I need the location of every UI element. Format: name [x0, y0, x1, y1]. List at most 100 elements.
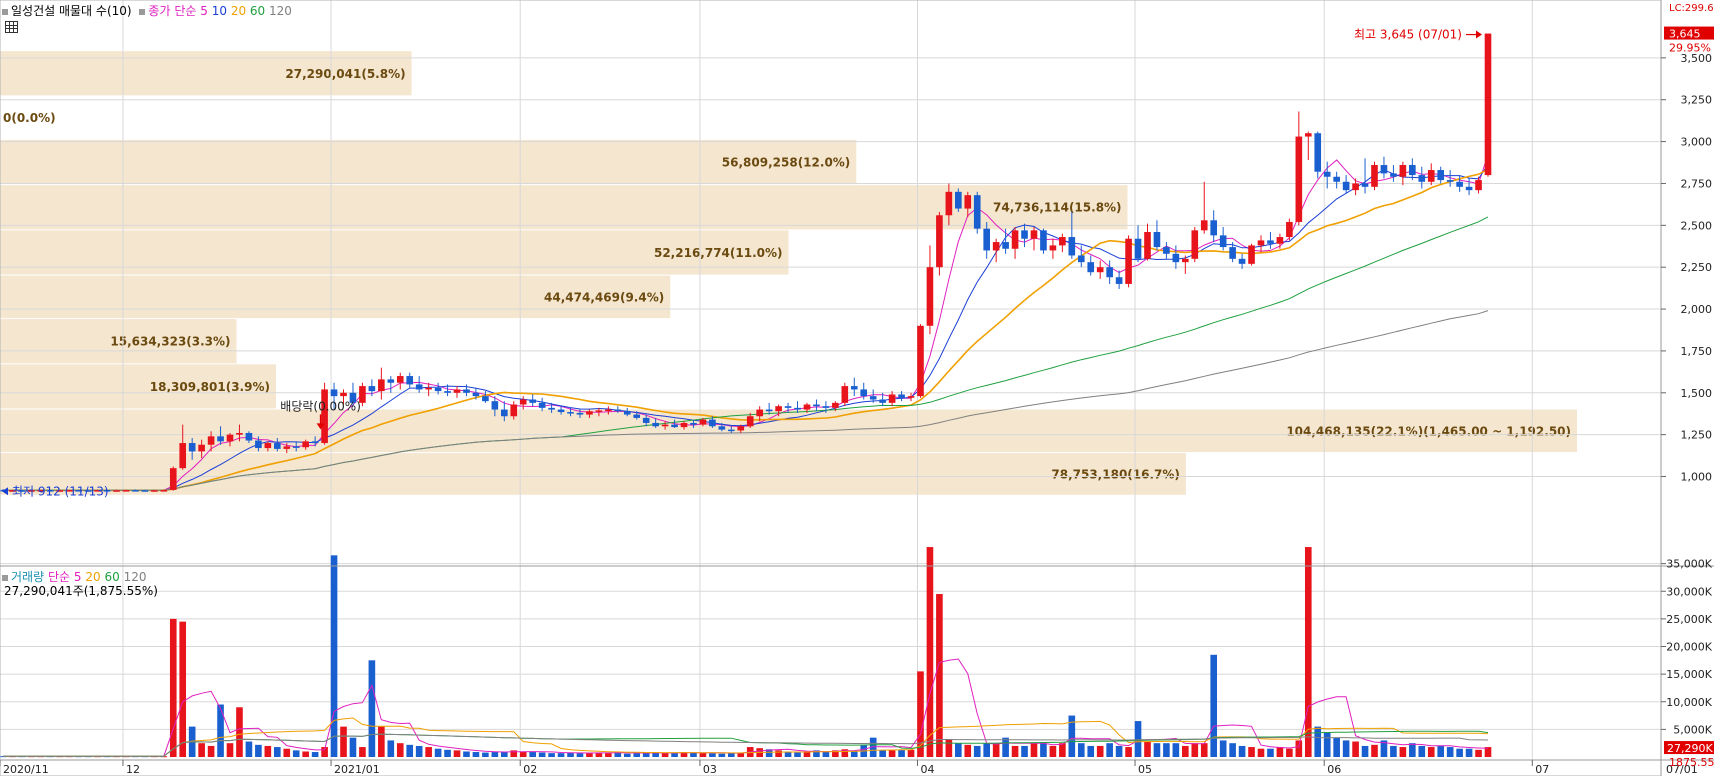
volume-bar[interactable] — [803, 752, 811, 757]
candle-body[interactable] — [832, 402, 839, 408]
volume-bar[interactable] — [633, 753, 641, 757]
candle-body[interactable] — [1465, 186, 1473, 191]
volume-bar[interactable] — [1333, 737, 1340, 757]
candle-body[interactable] — [898, 394, 905, 398]
candle-body[interactable] — [1030, 230, 1038, 239]
volume-bar[interactable] — [463, 751, 470, 757]
candle-body[interactable] — [491, 401, 499, 410]
grid-table-icon[interactable] — [5, 21, 18, 33]
candle-body[interactable] — [860, 389, 868, 397]
vol-ma-legend-60[interactable]: 60 — [104, 570, 120, 584]
volume-bar[interactable] — [671, 753, 678, 757]
candle-body[interactable] — [415, 384, 423, 390]
candle-body[interactable] — [1484, 33, 1492, 176]
candle-body[interactable] — [264, 443, 272, 449]
volume-bar[interactable] — [1446, 747, 1454, 757]
volume-bar[interactable] — [198, 743, 205, 757]
volume-bar[interactable] — [822, 751, 830, 757]
ma-legend-5[interactable]: 5 — [200, 4, 208, 18]
candle-body[interactable] — [160, 490, 168, 492]
volume-bar[interactable] — [434, 748, 442, 757]
volume-bar[interactable] — [1323, 732, 1331, 757]
candle-body[interactable] — [1125, 238, 1132, 284]
candle-body[interactable] — [169, 468, 177, 490]
candle-body[interactable] — [728, 429, 735, 432]
volume-bar[interactable] — [1106, 743, 1113, 757]
volume-bar[interactable] — [661, 753, 669, 757]
volume-bar[interactable] — [623, 753, 631, 757]
candle-body[interactable] — [642, 417, 650, 423]
volume-bar[interactable] — [1115, 745, 1123, 757]
candle-body[interactable] — [690, 422, 697, 425]
volume-bar[interactable] — [1011, 745, 1019, 757]
volume-bar[interactable] — [217, 704, 224, 757]
volume-bar[interactable] — [699, 752, 707, 757]
candle-body[interactable] — [1352, 183, 1359, 191]
volume-bar[interactable] — [245, 741, 253, 757]
candle-body[interactable] — [1106, 267, 1113, 278]
candle-body[interactable] — [1390, 173, 1397, 177]
volume-bar[interactable] — [321, 747, 328, 757]
volume-bar[interactable] — [775, 750, 782, 757]
volume-bar[interactable] — [737, 753, 745, 757]
volume-bar[interactable] — [453, 750, 461, 757]
candle-body[interactable] — [652, 422, 659, 427]
candle-body[interactable] — [567, 412, 574, 414]
candle-body[interactable] — [557, 409, 565, 413]
volume-bar[interactable] — [1134, 721, 1142, 757]
candle-body[interactable] — [1059, 237, 1066, 246]
candle-body[interactable] — [576, 412, 584, 415]
candle-body[interactable] — [1163, 247, 1170, 254]
candle-body[interactable] — [680, 422, 688, 428]
candle-body[interactable] — [1238, 258, 1246, 264]
ma-legend-60[interactable]: 60 — [249, 4, 266, 18]
candle-body[interactable] — [529, 399, 536, 403]
candle-body[interactable] — [207, 436, 215, 445]
candle-body[interactable] — [813, 404, 820, 407]
candle-body[interactable] — [586, 411, 593, 415]
volume-bar[interactable] — [945, 739, 953, 757]
volume-bar[interactable] — [1049, 745, 1057, 757]
volume-bar[interactable] — [832, 750, 839, 757]
volume-bar[interactable] — [292, 750, 300, 757]
vol-ma-legend-5[interactable]: 5 — [73, 570, 82, 584]
volume-bar[interactable] — [784, 751, 792, 757]
volume-bar[interactable] — [1210, 654, 1218, 757]
candle-body[interactable] — [56, 490, 64, 492]
candle-body[interactable] — [1446, 180, 1454, 182]
volume-bar[interactable] — [1427, 747, 1435, 757]
volume-bar[interactable] — [1352, 741, 1359, 757]
candle-body[interactable] — [179, 443, 187, 469]
volume-bar[interactable] — [1267, 748, 1274, 757]
candle-body[interactable] — [406, 376, 414, 385]
candle-body[interactable] — [869, 396, 877, 400]
candle-body[interactable] — [1380, 165, 1388, 174]
volume-bar[interactable] — [557, 753, 565, 757]
candle-body[interactable] — [1333, 176, 1340, 182]
volume-bar[interactable] — [1059, 743, 1066, 757]
candle-body[interactable] — [1134, 238, 1142, 259]
volume-bar[interactable] — [425, 747, 432, 757]
candle-body[interactable] — [1229, 247, 1236, 259]
ma-legend-10[interactable]: 10 — [211, 4, 227, 18]
volume-bar[interactable] — [1229, 743, 1236, 757]
volume-bar[interactable] — [718, 753, 726, 757]
candle-body[interactable] — [94, 490, 101, 492]
volume-bar[interactable] — [1238, 745, 1246, 757]
volume-bar[interactable] — [1371, 744, 1378, 757]
candle-body[interactable] — [1267, 240, 1274, 244]
volume-bar[interactable] — [1342, 740, 1350, 757]
volume-bar[interactable] — [1182, 745, 1189, 757]
candle-body[interactable] — [122, 490, 130, 492]
volume-bar[interactable] — [709, 753, 716, 757]
volume-bar[interactable] — [690, 752, 697, 757]
candle-body[interactable] — [283, 446, 291, 449]
volume-bar[interactable] — [1390, 745, 1397, 757]
volume-bar[interactable] — [983, 743, 991, 757]
candle-body[interactable] — [273, 443, 281, 449]
candle-body[interactable] — [1077, 255, 1085, 263]
candle-body[interactable] — [103, 490, 111, 492]
volume-bar[interactable] — [869, 737, 877, 757]
candle-body[interactable] — [236, 432, 243, 435]
